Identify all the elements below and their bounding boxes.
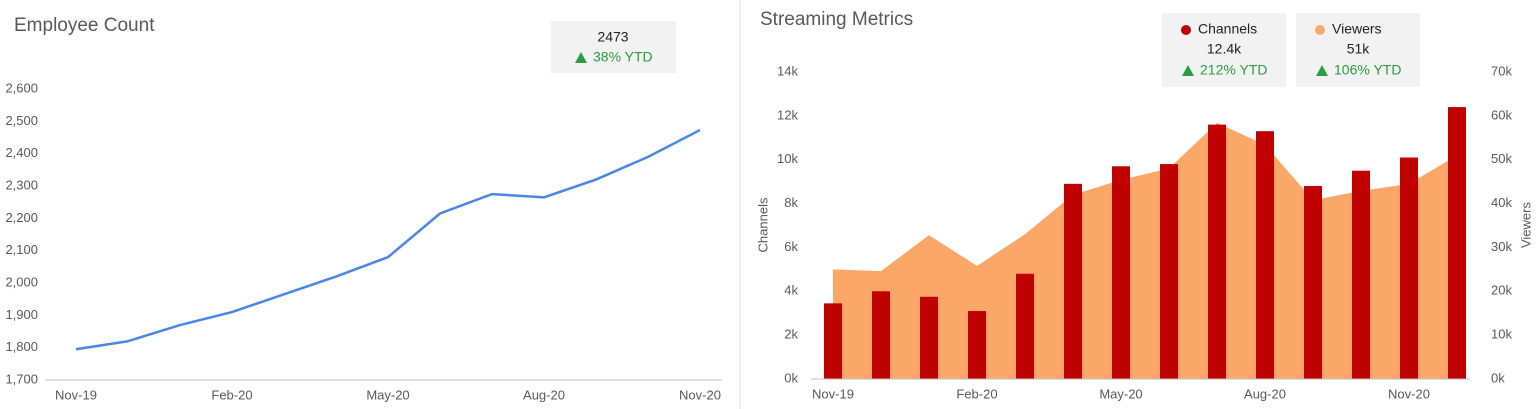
bar <box>1016 273 1034 379</box>
y-tick-label: 2,400 <box>5 145 38 160</box>
kpi-box <box>551 21 676 73</box>
y2-axis-label: Viewers <box>1518 202 1533 249</box>
legend-box <box>1296 13 1420 87</box>
legend-label: Viewers <box>1332 21 1382 37</box>
y-tick-label: 60k <box>1491 107 1512 122</box>
bar <box>824 303 842 379</box>
y-tick-label: 2k <box>784 327 798 342</box>
kpi-change: 38% YTD <box>593 49 653 65</box>
y-tick-label: 12k <box>777 107 798 122</box>
y-tick-label: 2,500 <box>5 113 38 128</box>
line <box>75 128 701 351</box>
x-tick-label: Nov-20 <box>679 387 721 402</box>
y-tick-label: 1,800 <box>5 339 38 354</box>
bar <box>1352 170 1370 379</box>
bar <box>1304 186 1322 379</box>
area <box>833 122 1457 380</box>
kpi-value: 51k <box>1347 41 1371 57</box>
y-tick-label: 10k <box>777 151 798 166</box>
bar <box>1208 124 1226 379</box>
legend-label: Channels <box>1198 21 1257 37</box>
x-tick-label: Feb-20 <box>211 387 252 402</box>
y-tick-label: 8k <box>784 195 798 210</box>
y-tick-label: 30k <box>1491 239 1512 254</box>
y-tick-label: 2,600 <box>5 80 38 95</box>
y-axis-label: Channels <box>755 197 770 252</box>
up-arrow <box>1182 65 1194 76</box>
chart-title: Streaming Metrics <box>760 9 913 30</box>
bar <box>1064 183 1082 379</box>
x-tick-label: Feb-20 <box>956 386 997 401</box>
y-tick-label: 0k <box>1491 370 1505 385</box>
y-tick-label: 6k <box>784 239 798 254</box>
y-tick-label: 2,100 <box>5 242 38 257</box>
y-tick-label: 0k <box>784 370 798 385</box>
y-tick-label: 50k <box>1491 151 1512 166</box>
legend-box <box>1162 13 1286 87</box>
bar <box>1400 157 1418 379</box>
y-tick-label: 2,300 <box>5 177 38 192</box>
bar <box>1160 164 1178 379</box>
y-tick-label: 10k <box>1491 327 1512 342</box>
y-tick-label: 70k <box>1491 63 1512 78</box>
up-arrow <box>575 52 587 63</box>
x-tick-label: Nov-19 <box>55 387 97 402</box>
x-tick-label: Aug-20 <box>1244 386 1286 401</box>
y-tick-label: 2,000 <box>5 274 38 289</box>
x-tick-label: Aug-20 <box>523 387 565 402</box>
x-tick-label: May-20 <box>366 387 409 402</box>
bar <box>920 296 938 379</box>
y-tick-label: 1,900 <box>5 307 38 322</box>
legend-marker <box>1181 25 1191 35</box>
kpi-value: 12.4k <box>1207 41 1242 57</box>
y-tick-label: 4k <box>784 283 798 298</box>
bar <box>872 291 890 379</box>
y-tick-label: 40k <box>1491 195 1512 210</box>
x-tick-label: Nov-19 <box>812 386 854 401</box>
legend-marker <box>1315 25 1325 35</box>
x-tick-label: Nov-20 <box>1388 386 1430 401</box>
x-tick-label: May-20 <box>1099 386 1142 401</box>
y-tick-label: 2,200 <box>5 210 38 225</box>
kpi-change: 106% YTD <box>1334 62 1401 78</box>
kpi-change: 212% YTD <box>1200 62 1267 78</box>
bar <box>1112 166 1130 379</box>
y-tick-label: 20k <box>1491 283 1512 298</box>
bar <box>1256 131 1274 379</box>
kpi-value: 2473 <box>597 29 628 45</box>
y-tick-label: 1,700 <box>5 371 38 386</box>
up-arrow <box>1316 65 1328 76</box>
chart-title: Employee Count <box>14 15 155 36</box>
y-tick-label: 14k <box>777 63 798 78</box>
bar <box>968 311 986 379</box>
bar <box>1448 107 1466 379</box>
